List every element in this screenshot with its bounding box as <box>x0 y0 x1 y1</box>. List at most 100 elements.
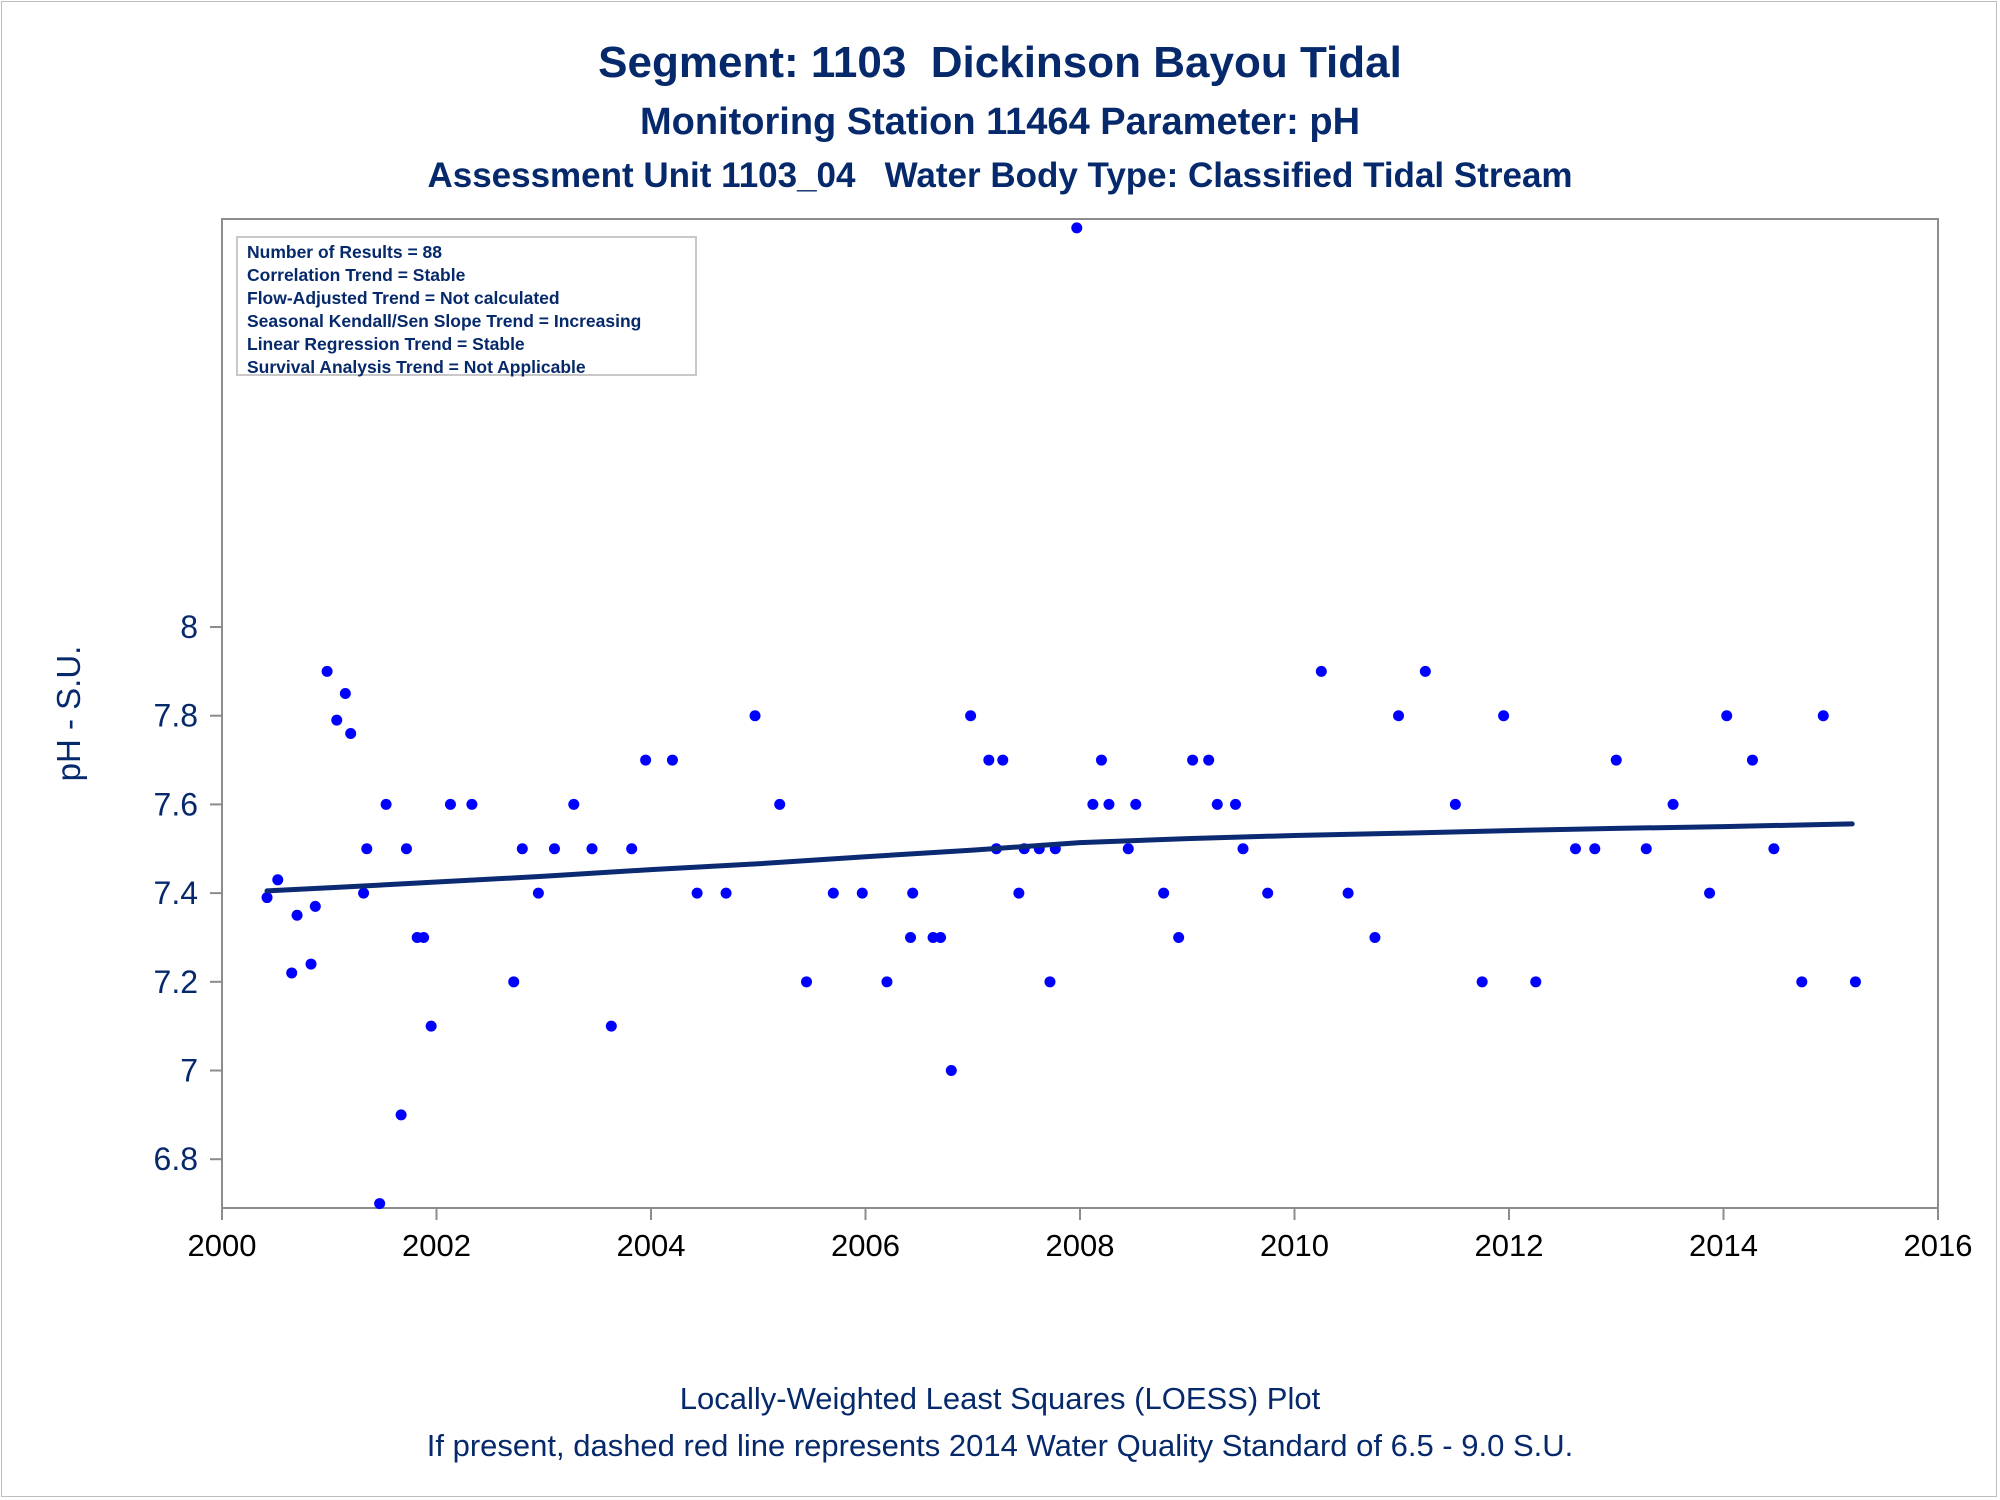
y-axis-label: pH - S.U. <box>50 646 87 782</box>
footnote-standard: If present, dashed red line represents 2… <box>426 1428 1574 1463</box>
stat-correlation-trend: Correlation Trend = Stable <box>247 265 466 285</box>
y-tick-label: 8 <box>180 609 198 645</box>
data-point <box>1704 887 1716 899</box>
loess-trend-line <box>264 821 1855 894</box>
data-point <box>1095 754 1107 766</box>
y-axis: 6.8 7 7.2 7.4 7.6 7.8 8 <box>154 609 222 1177</box>
data-point <box>1796 976 1808 988</box>
data-point <box>508 976 520 988</box>
data-point <box>1768 843 1780 855</box>
stat-linear-regression-trend: Linear Regression Trend = Stable <box>247 334 525 354</box>
data-point <box>321 665 333 677</box>
data-point <box>1103 798 1115 810</box>
data-point <box>1640 843 1652 855</box>
data-points <box>261 222 1861 1210</box>
data-point <box>1610 754 1622 766</box>
data-point <box>1237 843 1249 855</box>
data-point <box>361 843 373 855</box>
trend-stats-box: Number of Results = 88 Correlation Trend… <box>236 236 697 377</box>
data-point <box>774 798 786 810</box>
data-point <box>856 887 868 899</box>
data-point <box>1746 754 1758 766</box>
x-tick-label: 2000 <box>188 1228 257 1263</box>
data-point <box>309 900 321 912</box>
data-point <box>548 843 560 855</box>
data-point <box>291 909 303 921</box>
data-point <box>1262 887 1274 899</box>
data-point <box>1817 710 1829 722</box>
data-point <box>1187 754 1199 766</box>
x-tick-label: 2010 <box>1260 1228 1329 1263</box>
footnote-loess: Locally-Weighted Least Squares (LOESS) P… <box>679 1381 1321 1416</box>
data-point <box>1158 887 1170 899</box>
data-point <box>1230 798 1242 810</box>
x-axis: 2000 2002 2004 2006 2008 2010 2012 2014 2016 <box>188 1208 1973 1263</box>
data-point <box>286 967 298 979</box>
data-point <box>1122 843 1134 855</box>
data-point <box>666 754 678 766</box>
chart-subtitle-station: Monitoring Station 11464 Parameter: pH <box>639 101 1361 143</box>
data-point <box>1342 887 1354 899</box>
data-point <box>1173 931 1185 943</box>
x-tick-label: 2002 <box>402 1228 471 1263</box>
data-point <box>983 754 995 766</box>
data-point <box>626 843 638 855</box>
x-tick-label: 2006 <box>831 1228 900 1263</box>
data-point <box>1044 976 1056 988</box>
data-point <box>305 958 317 970</box>
data-point <box>1419 665 1431 677</box>
data-point <box>1569 843 1581 855</box>
data-point <box>444 798 456 810</box>
data-point <box>1721 710 1733 722</box>
data-point <box>691 887 703 899</box>
data-point <box>261 892 273 904</box>
stat-survival-analysis-trend: Survival Analysis Trend = Not Applicable <box>247 357 586 377</box>
data-point <box>801 976 813 988</box>
data-point <box>331 714 343 726</box>
data-point <box>1315 665 1327 677</box>
data-point <box>935 931 947 943</box>
data-point <box>1087 798 1099 810</box>
data-point <box>1667 798 1679 810</box>
data-point <box>1369 931 1381 943</box>
data-point <box>339 688 351 700</box>
data-point <box>1476 976 1488 988</box>
data-point <box>1211 798 1223 810</box>
data-point <box>749 710 761 722</box>
data-point <box>532 887 544 899</box>
data-point <box>827 887 839 899</box>
data-point <box>965 710 977 722</box>
data-point <box>1393 710 1405 722</box>
data-point <box>1130 798 1142 810</box>
data-point <box>1449 798 1461 810</box>
stat-seasonal-kendall-trend: Seasonal Kendall/Sen Slope Trend = Incre… <box>247 311 642 331</box>
data-point <box>1013 887 1025 899</box>
data-point <box>1849 976 1861 988</box>
data-point <box>1203 754 1215 766</box>
data-point <box>605 1020 617 1032</box>
data-point <box>905 931 917 943</box>
data-point <box>568 798 580 810</box>
data-point <box>1589 843 1601 855</box>
y-tick-label: 6.8 <box>154 1141 198 1177</box>
data-point <box>395 1109 407 1121</box>
x-tick-label: 2016 <box>1904 1228 1973 1263</box>
data-point <box>720 887 732 899</box>
x-tick-label: 2008 <box>1046 1228 1115 1263</box>
data-point <box>1498 710 1510 722</box>
y-tick-label: 7.8 <box>154 698 198 734</box>
stat-number-of-results: Number of Results = 88 <box>247 242 442 262</box>
x-tick-label: 2004 <box>617 1228 686 1263</box>
x-tick-label: 2012 <box>1475 1228 1544 1263</box>
data-point <box>881 976 893 988</box>
data-point <box>516 843 528 855</box>
chart-title: Segment: 1103 Dickinson Bayou Tidal <box>598 38 1402 87</box>
data-point <box>272 874 284 886</box>
data-point <box>425 1020 437 1032</box>
data-point <box>1530 976 1542 988</box>
y-tick-label: 7.4 <box>154 875 198 911</box>
data-point <box>418 931 430 943</box>
data-point <box>358 887 370 899</box>
